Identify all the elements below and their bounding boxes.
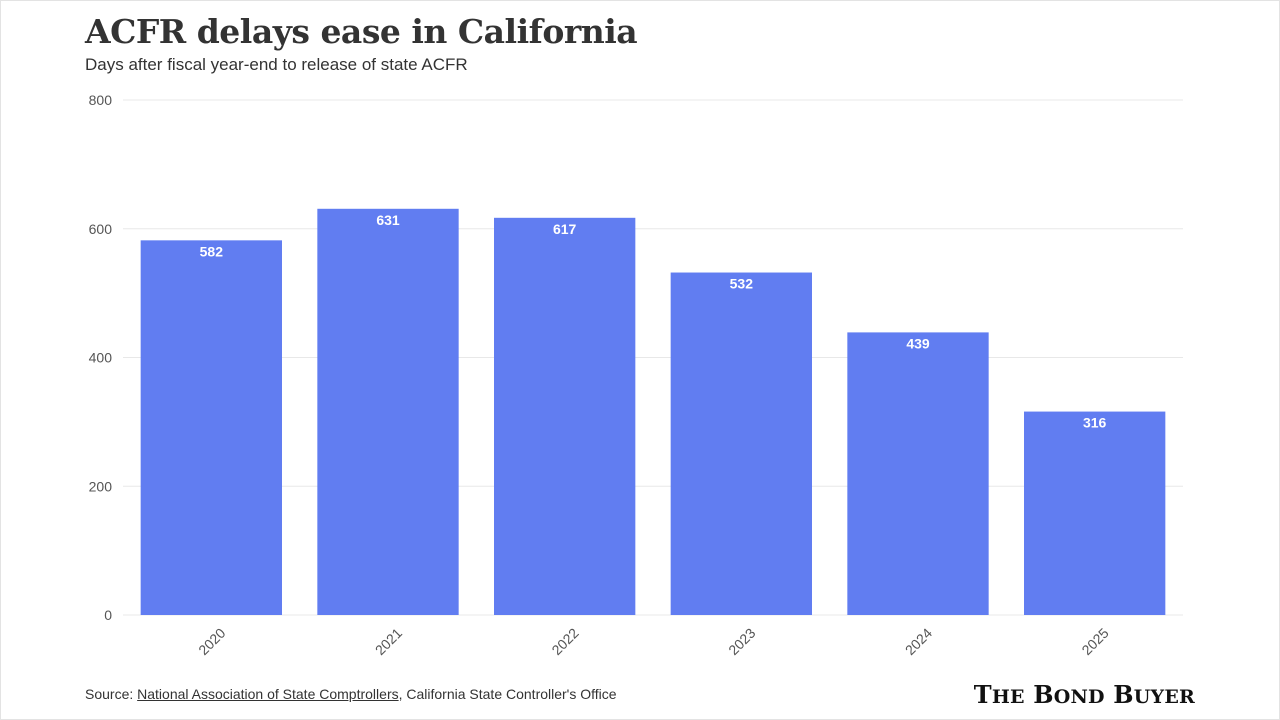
bar-2020: [140, 240, 282, 615]
data-label-2025: 316: [1083, 415, 1107, 431]
bars: [140, 208, 1166, 615]
chart-title: ACFR delays ease in California: [85, 12, 638, 51]
brand-logo: THE BOND BUYER: [974, 680, 1195, 709]
x-tick-label-2025: 2025: [1078, 625, 1111, 658]
x-tick-label-2020: 2020: [195, 625, 228, 658]
y-tick-label: 800: [89, 92, 113, 108]
bar-2021: [317, 208, 459, 615]
data-label-2024: 439: [906, 335, 930, 351]
brand-initial-b1: B: [1033, 680, 1054, 709]
chart-subtitle: Days after fiscal year-end to release of…: [85, 55, 468, 74]
source-separator: ,: [398, 686, 407, 702]
data-label-2022: 617: [553, 221, 577, 237]
x-tick-label-2021: 2021: [372, 625, 405, 658]
brand-part-uyer: UYER: [1133, 686, 1195, 708]
brand-part-he: HE: [991, 686, 1025, 708]
gridlines: [123, 99, 1183, 616]
x-tick-label-2023: 2023: [725, 625, 758, 658]
data-label-2021: 631: [376, 212, 400, 228]
source-note: Source: National Association of State Co…: [85, 686, 617, 702]
y-tick-label: 0: [104, 607, 112, 623]
x-tick-label-2022: 2022: [548, 625, 581, 658]
bar-2024: [847, 332, 989, 615]
source-prefix: Source:: [85, 686, 138, 702]
y-tick-label: 400: [89, 350, 113, 366]
bar-2023: [670, 272, 812, 615]
y-tick-label: 200: [89, 478, 113, 494]
source-link-nasc[interactable]: National Association of State Comptrolle…: [137, 686, 399, 702]
brand-initial-b2: B: [1113, 680, 1134, 709]
bar-2022: [494, 217, 636, 615]
source-sco: California State Controller's Office: [406, 686, 617, 702]
brand-initial-t: T: [973, 680, 992, 709]
x-axis: 2020 2021 2022 2023 2024 2025: [195, 625, 1112, 658]
brand-part-ond: OND: [1053, 686, 1105, 708]
data-label-2020: 582: [200, 243, 224, 259]
x-tick-label-2024: 2024: [902, 625, 935, 658]
bar-2025: [1024, 411, 1166, 615]
y-axis: 0 200 400 600 800: [89, 92, 113, 623]
data-label-2023: 532: [730, 276, 754, 292]
data-labels: 582 631 617 532 439 316: [200, 212, 1107, 431]
y-tick-label: 600: [89, 221, 113, 237]
